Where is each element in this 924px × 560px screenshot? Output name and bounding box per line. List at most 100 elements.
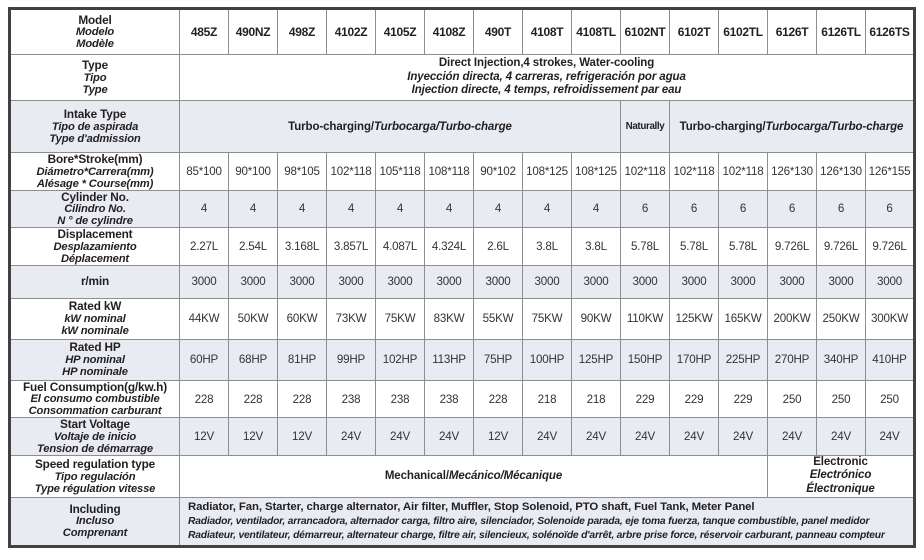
value-cell: 4 [277,189,327,229]
model-cell: 490T [473,8,523,55]
value-cell: 4 [424,189,474,229]
text-line: Mechanical/Mecánico/Mécanique [181,470,766,482]
table-row: Fuel Consumption(g/kw.h) El consumo combu… [9,379,915,419]
value-cell: 250 [767,379,817,419]
value-cell: 228 [228,379,278,419]
value-cell: 3000 [571,264,621,299]
value-cell: 126*130 [767,152,817,191]
row-header: Type Tipo Type [9,54,180,101]
text-line: Cilindro No. [64,203,126,216]
value-cell: 60HP [179,338,229,381]
value-cell: 3.857L [326,227,376,266]
value-cell: 238 [424,379,474,419]
value-cell: 6 [620,189,670,229]
value-cell: 250 [816,379,866,419]
value-cell: 75HP [473,338,523,381]
value-cell: 5.78L [620,227,670,266]
value-cell: 90*102 [473,152,523,191]
text-line: Including [69,501,121,516]
text-segment: Turbocarga/Turbo-charge [765,120,904,133]
value-cell: 108*125 [571,152,621,191]
table-row: Rated kW kW nominal kW nominale 44KW 50KW 60K… [9,297,915,340]
value-cell: 90KW [571,297,621,340]
value-cell: 3000 [620,264,670,299]
text-line: Speed regulation type [34,456,156,471]
value-cell: 85*100 [179,152,229,191]
row-header: Cylinder No. Cilindro No. N ° de cylindre [9,189,180,229]
text-line: Diámetro*Carrera(mm) [36,165,154,178]
value-cell: 90*100 [228,152,278,191]
model-cell: 490NZ [228,8,278,55]
model-cell: 6126TL [816,8,866,55]
value-cell: 5.78L [669,227,719,266]
table-row: Bore*Stroke(mm) Diámetro*Carrera(mm) Alésa… [9,152,915,191]
value-cell: 2.54L [228,227,278,266]
engine-spec-table: Model Modelo Modèle 485Z 490NZ 498Z 4102Z 4105Z… [8,7,916,548]
text-line: Électronique [806,483,875,496]
value-cell: 55KW [473,297,523,340]
value-cell: 9.726L [816,227,866,266]
merged-cell: Radiator, Fan, Starter, charge alternato… [179,496,915,547]
value-cell: 4 [571,189,621,229]
value-cell: 24V [620,417,670,456]
spec-table-body: Model Modelo Modèle 485Z 490NZ 498Z 4102Z 4105Z… [9,8,915,547]
model-cell: 6102T [669,8,719,55]
value-cell: 75KW [522,297,572,340]
value-cell: 50KW [228,297,278,340]
value-cell: 105*118 [375,152,425,191]
value-cell: 200KW [767,297,817,340]
value-cell: 3000 [522,264,572,299]
value-cell: 12V [179,417,229,456]
value-cell: 73KW [326,297,376,340]
text-line: Radiator, Fan, Starter, charge alternato… [188,500,755,513]
text-segment: Mechanical/ [384,470,449,483]
value-cell: 108*125 [522,152,572,191]
value-cell: 68HP [228,338,278,381]
value-cell: 3000 [179,264,229,299]
model-cell: 6126TS [865,8,915,55]
value-cell: 2.27L [179,227,229,266]
value-cell: 165KW [718,297,768,340]
value-cell: 24V [522,417,572,456]
value-cell: 4 [375,189,425,229]
value-cell: 125HP [571,338,621,381]
model-cell: 4108Z [424,8,474,55]
text-segment: Turbo-charging/ [679,120,766,133]
value-cell: 102*118 [669,152,719,191]
value-cell: 81HP [277,338,327,381]
model-cell: 485Z [179,8,229,55]
value-cell: 110KW [620,297,670,340]
text-line: Voltaje de inicio [53,430,137,443]
value-cell: 9.726L [865,227,915,266]
table-row: Intake Type Tipo de aspirada Type d'admiss… [9,100,915,153]
text-line: Type d'admission [49,132,141,145]
text-line: HP nominal [65,354,125,367]
value-cell: 126*130 [816,152,866,191]
table-row: Start Voltage Voltaje de inicio Tension de… [9,417,915,456]
text-line: Rated kW [68,299,122,314]
merged-cell: Electronic Electrónico Électronique [767,454,915,498]
value-cell: 6 [865,189,915,229]
row-header: Intake Type Tipo de aspirada Type d'admiss… [9,100,180,153]
value-cell: 4 [228,189,278,229]
value-cell: 170HP [669,338,719,381]
value-cell: 225HP [718,338,768,381]
value-cell: 218 [522,379,572,419]
value-cell: 24V [326,417,376,456]
table-row: Cylinder No. Cilindro No. N ° de cylindre 4… [9,189,915,229]
value-cell: 75KW [375,297,425,340]
model-cell: 6126T [767,8,817,55]
text-line: Tipo de aspirada [51,120,139,133]
value-cell: 250KW [816,297,866,340]
value-cell: 250 [865,379,915,419]
row-header: Rated kW kW nominal kW nominale [9,297,180,340]
value-cell: 3000 [375,264,425,299]
text-line: Cylinder No. [61,190,129,204]
text-line: Displacement [57,227,133,242]
value-cell: 3000 [865,264,915,299]
merged-cell: Turbo-charging/Turbocarga/Turbo-charge [669,100,915,153]
value-cell: 238 [375,379,425,419]
value-cell: 270HP [767,338,817,381]
value-cell: 3000 [669,264,719,299]
